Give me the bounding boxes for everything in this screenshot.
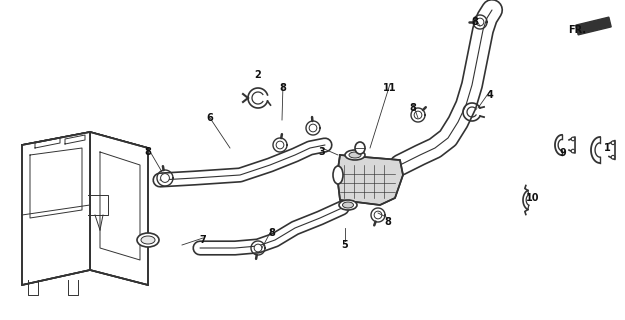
Text: 5: 5	[342, 240, 348, 250]
Ellipse shape	[345, 150, 365, 160]
Polygon shape	[576, 17, 611, 35]
Circle shape	[611, 156, 615, 159]
Ellipse shape	[339, 200, 357, 210]
Polygon shape	[337, 155, 403, 205]
Polygon shape	[22, 132, 90, 285]
Text: 3: 3	[319, 147, 326, 157]
Circle shape	[374, 211, 382, 219]
Circle shape	[254, 244, 262, 252]
Text: 8: 8	[279, 83, 286, 93]
Text: 11: 11	[383, 83, 397, 93]
Text: 8: 8	[409, 103, 416, 113]
Circle shape	[571, 137, 575, 141]
Ellipse shape	[137, 233, 159, 247]
Text: 8: 8	[384, 217, 391, 227]
Text: 4: 4	[487, 90, 493, 100]
Text: FR.: FR.	[568, 25, 586, 35]
Text: 10: 10	[526, 193, 540, 203]
Polygon shape	[90, 132, 148, 285]
Text: 9: 9	[559, 148, 566, 158]
Text: 8: 8	[471, 17, 478, 27]
Ellipse shape	[342, 202, 354, 208]
Text: 7: 7	[199, 235, 206, 245]
Ellipse shape	[141, 236, 155, 244]
Circle shape	[571, 149, 575, 153]
Ellipse shape	[333, 166, 343, 184]
Text: 1: 1	[604, 143, 611, 153]
Text: 6: 6	[207, 113, 213, 123]
Circle shape	[276, 141, 284, 149]
Circle shape	[611, 141, 615, 145]
Text: 8: 8	[144, 147, 151, 157]
Polygon shape	[22, 132, 148, 162]
Circle shape	[161, 173, 169, 182]
Ellipse shape	[349, 152, 361, 158]
Ellipse shape	[355, 142, 365, 154]
Text: 2: 2	[254, 70, 261, 80]
Circle shape	[476, 18, 484, 26]
Circle shape	[414, 111, 422, 119]
Circle shape	[309, 124, 317, 132]
Text: 8: 8	[269, 228, 276, 238]
